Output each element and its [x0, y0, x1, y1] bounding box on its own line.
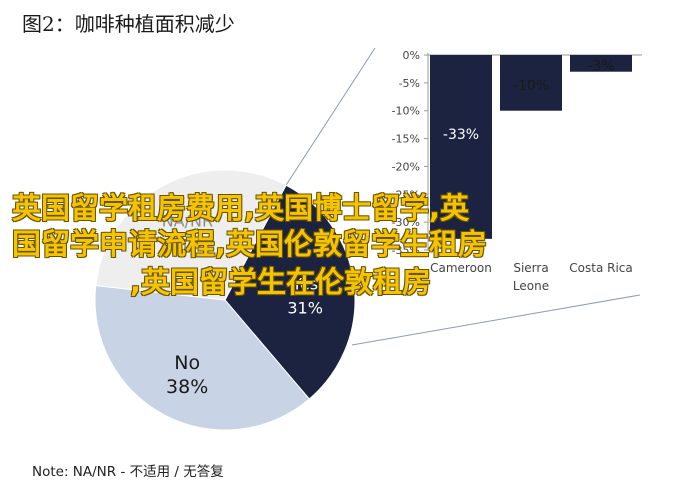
figure-title: 图2：咖啡种植面积减少: [22, 12, 235, 36]
x-tick-label: Cameroon: [430, 261, 492, 275]
x-tick-label: Costa Rica: [569, 261, 632, 275]
y-tick-label: -30%: [392, 216, 420, 229]
y-tick-label: -25%: [392, 188, 420, 201]
pie-value-yes: 31%: [287, 298, 323, 317]
y-tick-label: -15%: [392, 133, 420, 146]
connector-bottom: [351, 294, 641, 346]
pie-label-no: No: [174, 352, 200, 374]
x-tick-label: Sierra: [513, 261, 548, 275]
pie-slice-no: [94, 284, 310, 431]
pie-value-no: 38%: [166, 376, 208, 398]
pie-value-na-nr: 31%: [170, 236, 206, 255]
footnote: Note: NA/NR - 不适用 / 无答复: [32, 464, 224, 480]
bar-chart: 0% -5% -10% -15% -20% -25% -30% -35% -33% Cameroo…: [392, 49, 642, 293]
bar-data-label: -10%: [513, 78, 549, 94]
y-tick-label: -10%: [392, 105, 420, 118]
x-tick-label-cont: Leone: [513, 279, 549, 293]
bar-sierra-leone: [500, 55, 562, 111]
y-tick-label: -35%: [392, 244, 420, 257]
bar-cameroon: [430, 55, 492, 239]
y-tick-label: -5%: [399, 77, 420, 90]
pie-slice-na-nr: [95, 169, 287, 301]
pie-label-na-nr: NA/NR: [162, 212, 213, 231]
bar-data-label: -3%: [587, 58, 614, 74]
y-tick-label: 0%: [403, 49, 420, 62]
pie-label-yes: Yes: [291, 274, 318, 293]
y-tick-label: -20%: [392, 160, 420, 173]
pie-slice-yes: [224, 184, 356, 400]
bar-costa-rica: [570, 55, 632, 72]
bar-data-label: -33%: [443, 127, 479, 143]
zoom-connector-lines: [285, 47, 641, 346]
connector-top: [285, 47, 376, 186]
